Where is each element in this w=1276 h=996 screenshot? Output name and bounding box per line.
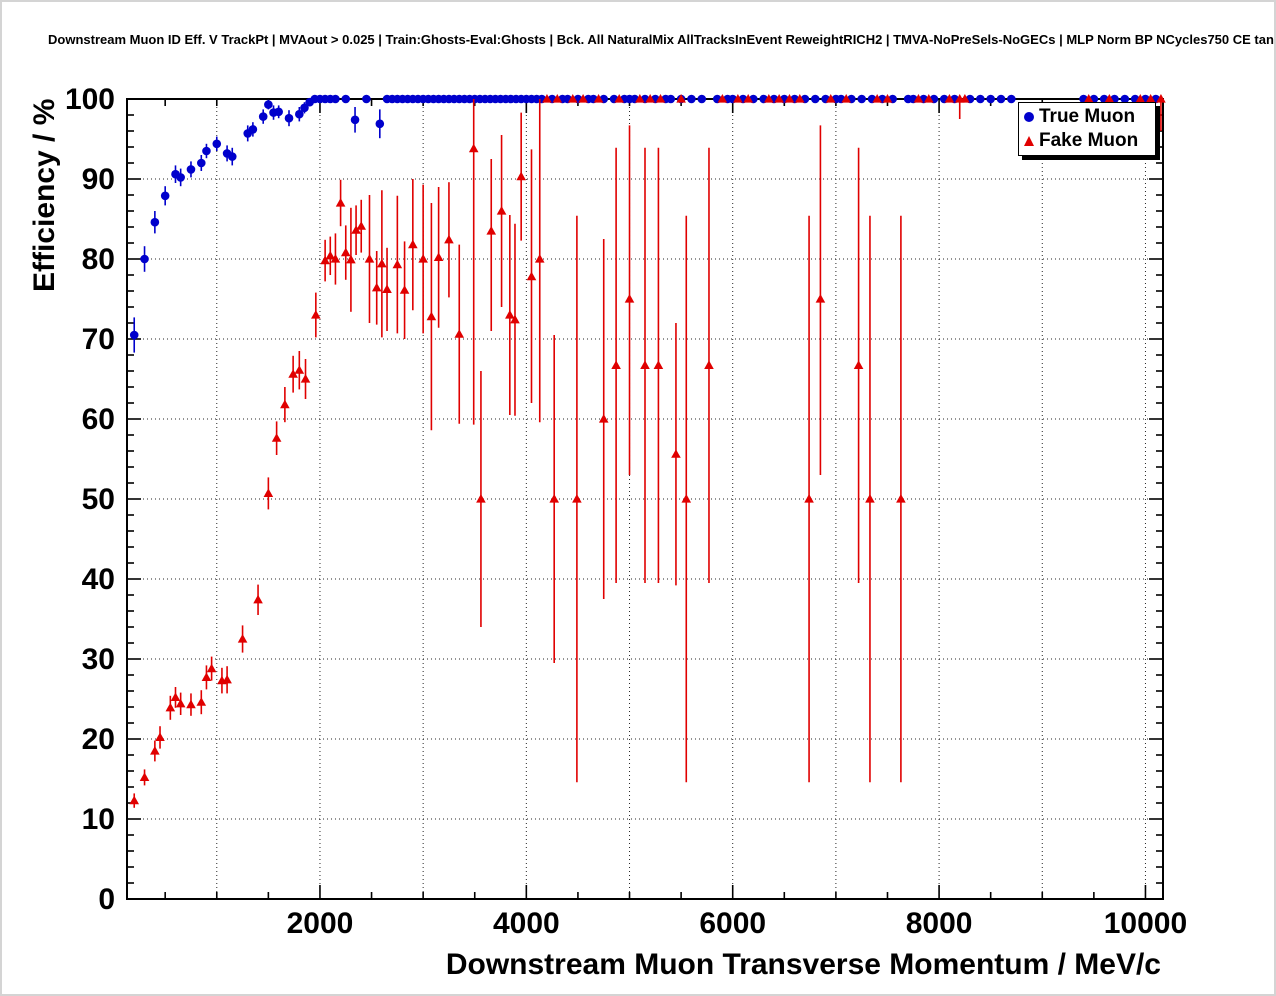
fake-muon-series [129,94,1166,808]
legend: True Muon Fake Muon [1018,102,1156,156]
svg-text:4000: 4000 [493,907,560,940]
svg-text:10: 10 [82,803,115,836]
svg-text:100: 100 [65,83,115,116]
gridlines [127,99,1163,899]
svg-text:0: 0 [98,883,115,916]
y-tick-labels: 0 10 20 30 40 50 60 70 80 90 100 [65,83,115,916]
plot-title: Downstream Muon ID Eff. V TrackPt | MVAo… [48,32,1276,47]
svg-text:80: 80 [82,243,115,276]
svg-text:2000: 2000 [287,907,354,940]
svg-text:50: 50 [82,483,115,516]
svg-text:60: 60 [82,403,115,436]
svg-text:8000: 8000 [906,907,973,940]
y-axis-title: Efficiency / % [28,98,61,292]
svg-text:6000: 6000 [699,907,766,940]
legend-entry-true-muon: True Muon [1019,105,1155,129]
legend-label-true-muon: True Muon [1039,106,1136,127]
true-muon-series [129,94,1161,353]
axis-ticks [127,98,1163,900]
svg-text:90: 90 [82,163,115,196]
svg-text:10000: 10000 [1104,907,1187,940]
true-muon-marker-icon [1024,112,1034,122]
svg-text:70: 70 [82,323,115,356]
x-tick-labels: 2000 4000 6000 8000 10000 [287,907,1188,940]
fake-muon-marker-icon [1024,136,1034,146]
svg-text:20: 20 [82,723,115,756]
svg-text:30: 30 [82,643,115,676]
legend-label-fake-muon: Fake Muon [1039,130,1139,151]
legend-entry-fake-muon: Fake Muon [1019,129,1155,153]
svg-text:40: 40 [82,563,115,596]
x-axis-title: Downstream Muon Transverse Momentum / Me… [445,948,1161,981]
